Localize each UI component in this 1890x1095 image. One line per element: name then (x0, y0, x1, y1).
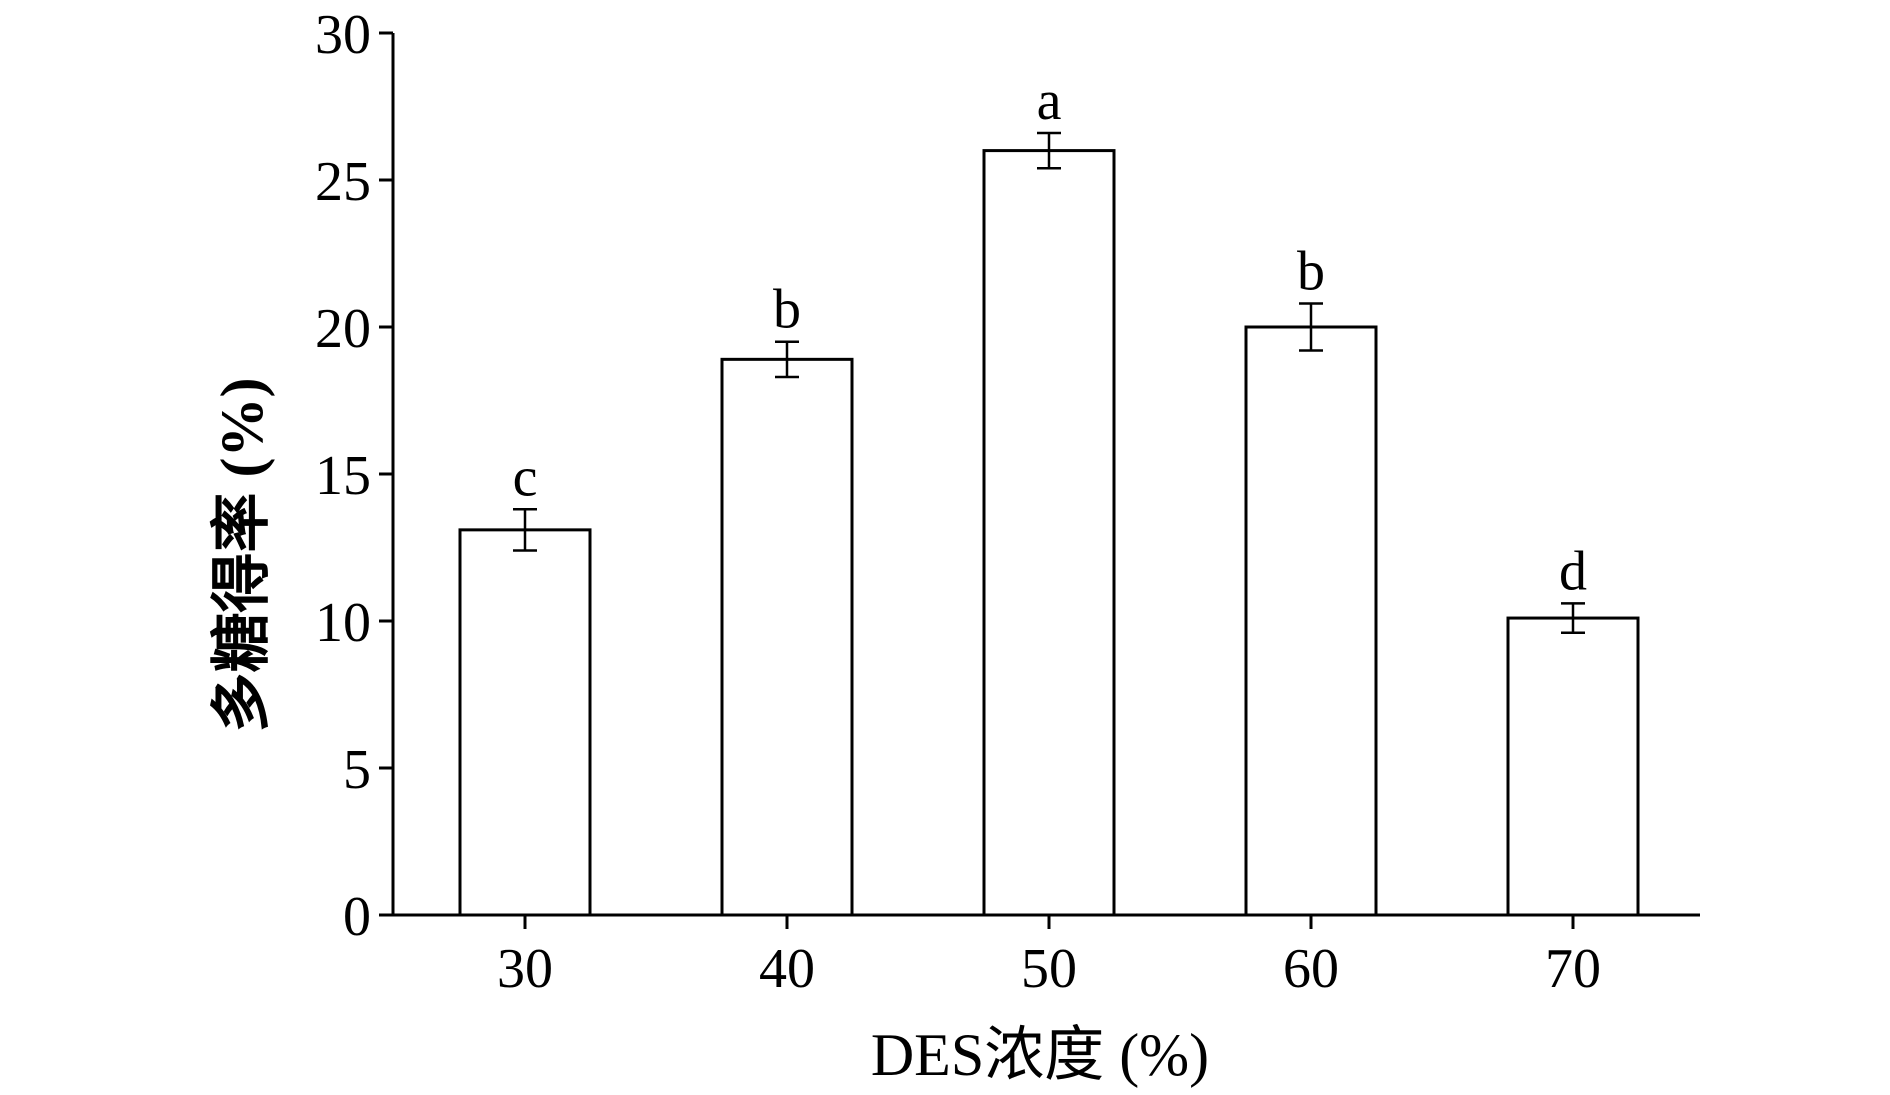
significance-label-70: d (1559, 540, 1587, 602)
y-tick-label: 30 (315, 4, 371, 66)
significance-label-60: b (1297, 240, 1325, 302)
x-tick-label: 70 (1545, 938, 1601, 1000)
significance-label-30: c (513, 446, 538, 508)
y-tick-label: 25 (315, 151, 371, 213)
x-tick-label: 30 (497, 938, 553, 1000)
x-tick-label: 40 (759, 938, 815, 1000)
y-tick-label: 15 (315, 445, 371, 507)
significance-label-50: a (1037, 70, 1062, 132)
bars (458, 149, 1640, 917)
bar-60 (1244, 325, 1378, 917)
y-ticks: 0 5 10 15 20 25 30 (315, 4, 393, 948)
y-axis-title: 多糖得率 (%) (209, 378, 275, 733)
y-tick-label: 5 (343, 739, 371, 801)
significance-label-40: b (773, 279, 801, 341)
error-bars (513, 131, 1585, 635)
y-tick-label: 0 (343, 886, 371, 948)
bar-70 (1506, 616, 1640, 917)
x-ticks: 30 40 50 60 70 (497, 915, 1601, 1000)
y-tick-label: 20 (315, 298, 371, 360)
x-tick-label: 50 (1021, 938, 1077, 1000)
y-tick-label: 10 (315, 592, 371, 654)
x-axis-title: DES浓度 (%) (871, 1022, 1209, 1088)
significance-labels: c b a b d (513, 70, 1587, 602)
bar-40 (720, 357, 854, 917)
x-tick-label: 60 (1283, 938, 1339, 1000)
bar-30 (458, 528, 592, 917)
bar-50 (982, 149, 1116, 917)
